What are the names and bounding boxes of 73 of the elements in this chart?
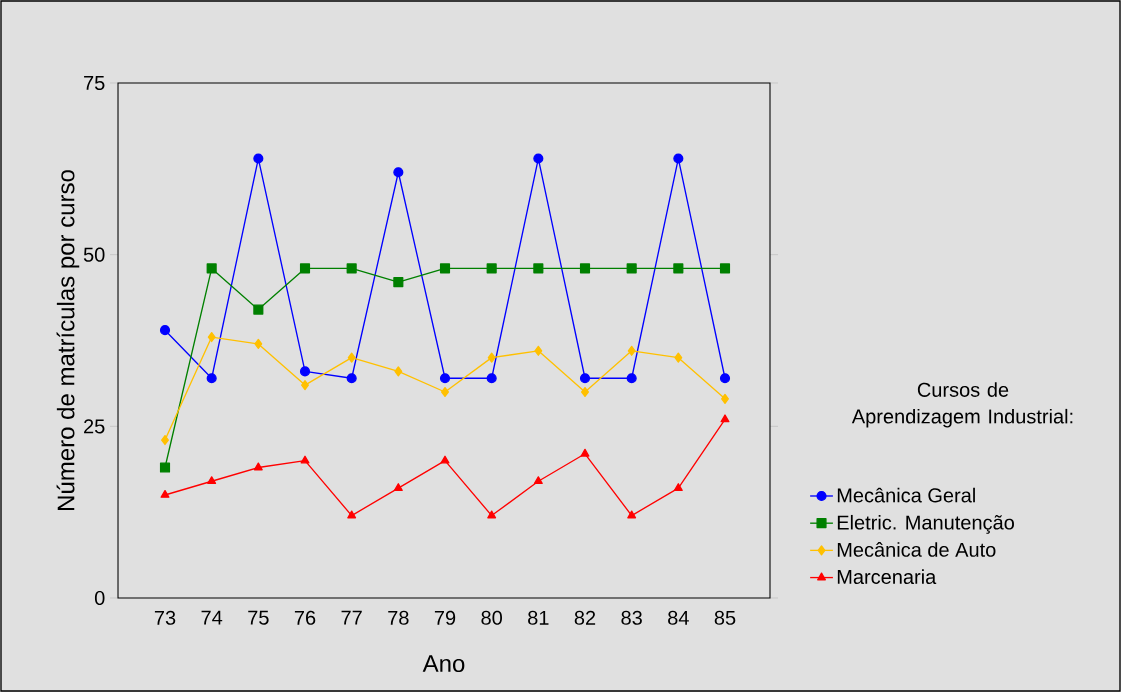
point — [301, 380, 309, 391]
point — [673, 153, 684, 164]
point — [393, 167, 404, 178]
point — [299, 366, 311, 377]
x-tick-label: 73 — [154, 610, 176, 625]
point — [159, 325, 171, 336]
x-tick-label: 75 — [248, 610, 269, 625]
legend-label: Marcenaria — [837, 569, 937, 584]
point — [346, 373, 357, 384]
point — [440, 455, 450, 464]
point — [487, 510, 497, 519]
x-tick-label: 82 — [574, 610, 596, 625]
point — [486, 263, 497, 274]
x-tick-label: 83 — [621, 610, 642, 625]
point — [579, 373, 591, 384]
legend-label: Mecânica de Auto — [837, 542, 996, 557]
point — [720, 414, 730, 423]
point — [206, 373, 217, 384]
legend-label: Mecânica Geral — [837, 487, 975, 503]
y-axis-title: Número de matrículas por curso — [56, 170, 80, 510]
point — [719, 373, 731, 384]
legend-title: Cursos de Aprendizagem Industrial: — [851, 382, 1073, 428]
point — [533, 476, 543, 485]
point — [533, 153, 544, 164]
x-tick-label: 76 — [294, 610, 316, 625]
point — [159, 462, 171, 473]
y-tick-label: 75 — [84, 76, 105, 90]
point — [580, 448, 590, 457]
x-tick-label: 77 — [341, 610, 362, 625]
point — [393, 277, 404, 288]
point — [673, 263, 684, 274]
point — [533, 263, 544, 274]
y-tick-label: 25 — [84, 419, 105, 434]
point — [721, 393, 729, 404]
point — [394, 366, 403, 377]
x-tick-label: 79 — [434, 610, 456, 625]
point — [673, 483, 683, 491]
legend-label: Eletric. Manutenção — [837, 514, 1014, 534]
x-tick-label: 80 — [481, 610, 502, 625]
point — [300, 455, 310, 464]
point — [439, 373, 451, 384]
point — [719, 263, 731, 274]
point — [160, 489, 170, 498]
point — [299, 263, 311, 274]
point — [253, 153, 264, 164]
point — [207, 331, 216, 343]
x-tick-label: 85 — [714, 610, 736, 625]
y-tick-label: 0 — [94, 590, 105, 606]
point — [346, 263, 357, 274]
point — [254, 338, 263, 349]
y-tick-label: 50 — [83, 247, 105, 262]
point — [253, 304, 264, 315]
point — [347, 510, 357, 519]
point — [627, 345, 636, 356]
point — [579, 263, 591, 274]
point — [627, 510, 637, 519]
point — [439, 263, 451, 274]
x-tick-label: 81 — [528, 610, 549, 625]
point — [253, 462, 263, 471]
point — [207, 476, 217, 485]
point — [626, 373, 637, 384]
x-tick-label: 74 — [201, 610, 223, 625]
point — [347, 352, 356, 363]
point — [534, 345, 543, 356]
point — [487, 352, 496, 363]
x-axis-title: Ano — [422, 655, 465, 673]
point — [486, 373, 497, 384]
point — [626, 263, 637, 274]
x-tick-label: 84 — [668, 610, 689, 625]
point — [393, 483, 403, 491]
point — [206, 263, 217, 274]
x-tick-label: 78 — [388, 610, 409, 625]
point — [674, 352, 683, 363]
